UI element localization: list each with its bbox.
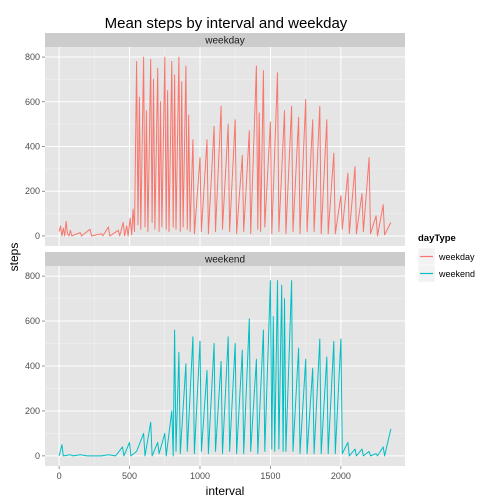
y-tick-label: 800 [25,52,40,62]
x-tick-label: 0 [57,471,62,481]
y-tick-label: 200 [25,406,40,416]
facet-panels: weekday 0 200 400 600 800 weekend 0 200 400 600 800… [25,33,405,481]
y-tick-label: 400 [25,361,40,371]
legend: dayType weekday weekend [417,233,475,283]
facet-strip-label: weekend [204,255,245,266]
series-line-weekend [58,280,392,457]
y-tick-label: 800 [25,271,40,281]
legend-label-weekday: weekday [438,252,475,262]
y-tick-label: 0 [35,451,40,461]
facet-strip-weekend [45,252,405,266]
legend-label-weekend: weekend [438,269,475,279]
y-tick-label: 600 [25,97,40,107]
x-tick-label: 2000 [331,471,351,481]
facet-panel-weekday: weekday 0 200 400 600 800 [25,33,405,246]
y-axis-title: steps [7,243,21,272]
x-tick-label: 1500 [260,471,280,481]
y-tick-label: 400 [25,142,40,152]
facet-strip-weekday [45,33,405,47]
chart-title: Mean steps by interval and weekday [105,15,348,32]
x-tick-label: 500 [122,471,137,481]
series-line-weekday [58,56,392,237]
y-tick-label: 0 [35,231,40,241]
legend-title: dayType [418,233,456,244]
y-tick-label: 600 [25,316,40,326]
x-axis-title: interval [206,484,245,498]
x-tick-label: 1000 [190,471,210,481]
facet-strip-label: weekday [204,36,244,47]
y-tick-label: 200 [25,186,40,196]
facet-panel-weekend: weekend 0 200 400 600 800 0 500 1000 1500 2000 [25,252,405,481]
